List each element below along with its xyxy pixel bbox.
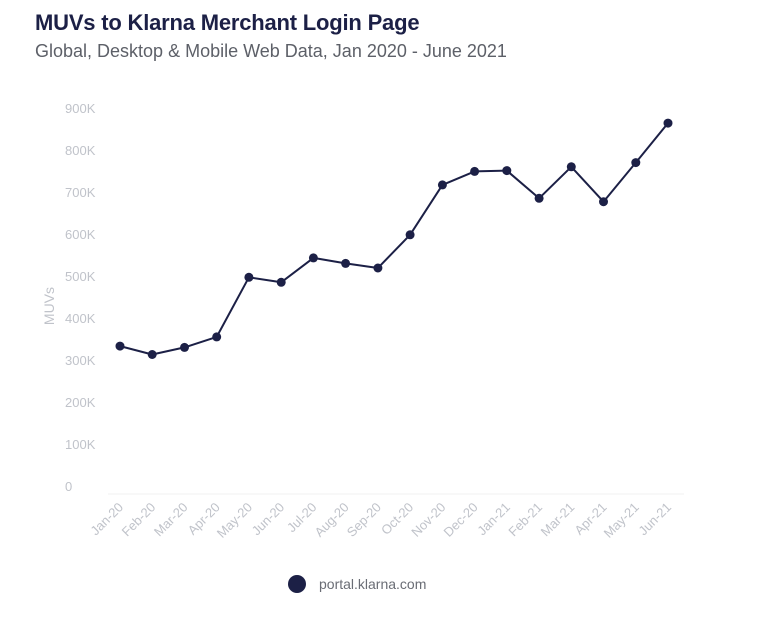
x-tick-label: Jun-21 [635, 500, 674, 539]
y-tick-label: 300K [65, 353, 96, 368]
x-tick-label: Mar-20 [151, 500, 191, 540]
data-point[interactable] [437, 180, 447, 190]
data-point[interactable] [373, 263, 383, 273]
x-tick-label: Jan-21 [474, 500, 513, 539]
chart-title: MUVs to Klarna Merchant Login Page [35, 10, 420, 35]
x-tick-label: Sep-20 [344, 500, 384, 540]
data-point[interactable] [147, 350, 157, 359]
data-point[interactable] [502, 166, 512, 176]
data-point[interactable] [244, 272, 254, 282]
data-point[interactable] [631, 158, 641, 168]
y-axis-ticks: 0 100K 200K 300K 400K 500K 600K 700K 800K 900K [65, 101, 96, 494]
x-tick-label: Feb-21 [505, 500, 545, 540]
series-line [119, 122, 669, 356]
y-tick-label: 0 [65, 479, 72, 494]
legend[interactable]: portal.klarna.com [288, 575, 426, 593]
x-tick-label: Jan-20 [87, 500, 126, 539]
x-tick-label: May-21 [601, 500, 642, 541]
data-point[interactable] [276, 277, 286, 287]
y-tick-label: 800K [65, 143, 96, 158]
data-point[interactable] [341, 258, 351, 268]
data-point[interactable] [534, 193, 544, 203]
chart-subtitle: Global, Desktop & Mobile Web Data, Jan 2… [35, 41, 507, 61]
legend-swatch [288, 575, 306, 593]
data-point[interactable] [405, 230, 415, 240]
x-axis-ticks: Jan-20Feb-20Mar-20Apr-20May-20Jun-20Jul-… [87, 500, 674, 541]
x-tick-label: Mar-21 [538, 500, 578, 540]
data-point[interactable] [599, 197, 608, 207]
x-tick-label: May-20 [214, 500, 255, 541]
legend-label: portal.klarna.com [319, 576, 427, 592]
x-tick-label: Dec-20 [440, 500, 480, 540]
y-tick-label: 400K [65, 311, 96, 326]
x-tick-label: Feb-20 [119, 500, 159, 540]
y-tick-label: 700K [65, 185, 96, 200]
y-tick-label: 600K [65, 227, 96, 242]
data-point[interactable] [180, 342, 189, 352]
data-point[interactable] [115, 341, 125, 351]
series-points [115, 118, 673, 359]
y-tick-label: 100K [65, 437, 96, 452]
x-tick-label: Jun-20 [249, 500, 288, 539]
y-tick-label: 200K [65, 395, 96, 410]
data-point[interactable] [566, 162, 576, 172]
y-tick-label: 900K [65, 101, 96, 116]
data-point[interactable] [663, 118, 673, 128]
x-tick-label: Aug-20 [312, 500, 352, 540]
y-axis-label: MUVs [41, 287, 57, 325]
y-tick-label: 500K [65, 269, 96, 284]
data-point[interactable] [470, 166, 480, 176]
x-tick-label: Nov-20 [408, 500, 448, 540]
data-point[interactable] [308, 253, 318, 263]
data-point[interactable] [212, 332, 222, 342]
